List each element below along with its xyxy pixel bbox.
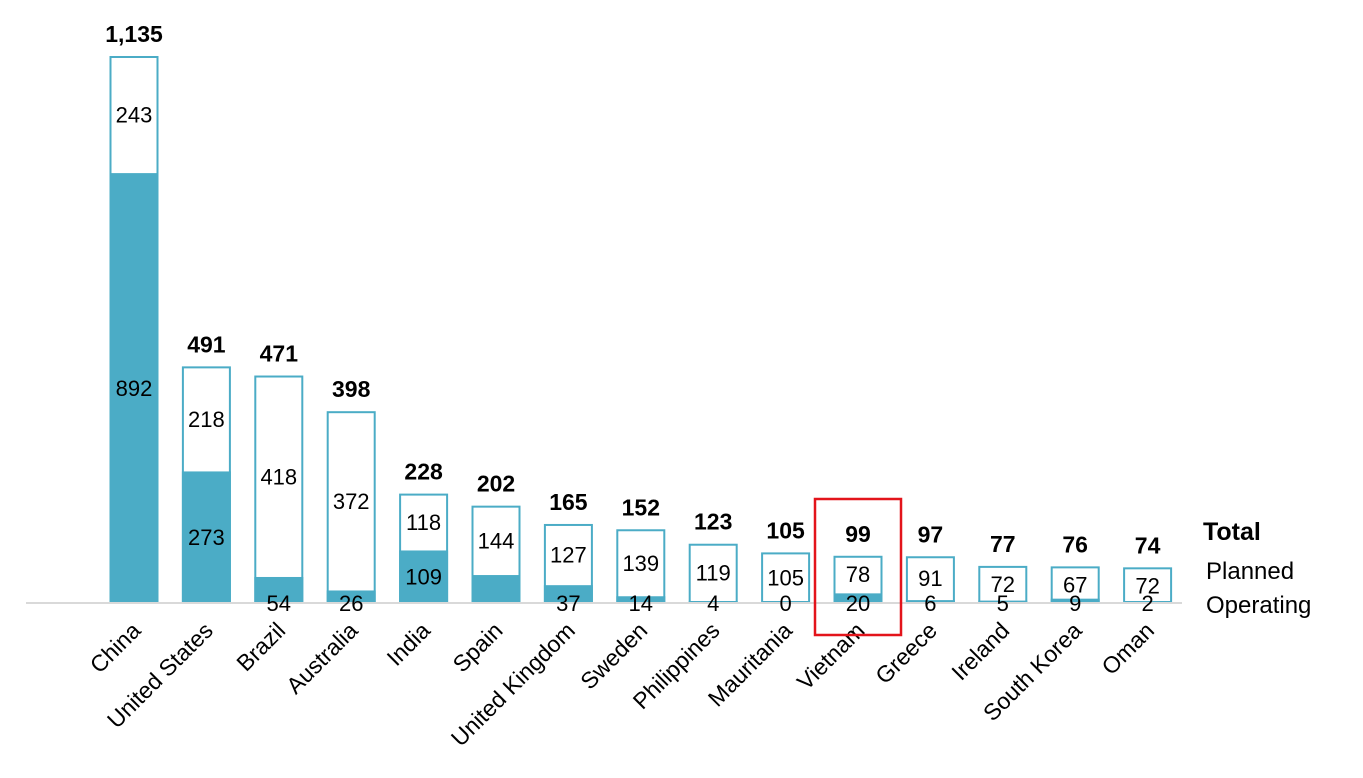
bar-operating-4 xyxy=(399,550,449,603)
planned-label-11: 91 xyxy=(918,566,942,591)
category-label-10: Vietnam xyxy=(792,617,870,695)
bar-planned-2 xyxy=(254,375,304,603)
total-label-13: 76 xyxy=(1062,531,1088,557)
bar-operating-7 xyxy=(616,596,666,603)
operating-label-1: 273 xyxy=(188,525,225,550)
bar-operating-12 xyxy=(978,600,1028,603)
operating-label-11: 6 xyxy=(924,591,936,616)
planned-label-5: 144 xyxy=(478,528,515,553)
bar-planned-7 xyxy=(616,529,666,603)
bar-planned-8 xyxy=(688,543,738,603)
total-label-6: 165 xyxy=(549,489,588,515)
operating-label-12: 5 xyxy=(997,591,1009,616)
planned-label-12: 72 xyxy=(991,572,1015,597)
total-label-9: 105 xyxy=(766,517,805,543)
planned-label-9: 105 xyxy=(767,566,804,591)
legend: Total Planned Operating xyxy=(1203,518,1311,619)
total-label-10: 99 xyxy=(845,521,871,547)
operating-label-14: 2 xyxy=(1141,591,1153,616)
planned-label-1: 218 xyxy=(188,407,225,432)
operating-label-10: 20 xyxy=(846,591,870,616)
bar-planned-12 xyxy=(978,565,1028,603)
total-label-5: 202 xyxy=(477,471,515,497)
category-label-6: United Kingdom xyxy=(446,617,580,751)
legend-operating: Operating xyxy=(1206,592,1311,619)
highlight-box xyxy=(813,497,903,637)
bars-group xyxy=(109,56,1173,604)
legend-total: Total xyxy=(1203,518,1261,546)
category-label-3: Australia xyxy=(281,617,363,699)
bar-operating-10 xyxy=(833,593,883,603)
planned-label-6: 127 xyxy=(550,543,587,568)
operating-label-4: 109 xyxy=(405,565,442,590)
total-label-14: 74 xyxy=(1135,532,1161,558)
operating-label-13: 9 xyxy=(1069,591,1081,616)
operating-label-8: 4 xyxy=(707,591,719,616)
planned-label-4: 118 xyxy=(406,510,441,535)
planned-label-14: 72 xyxy=(1135,573,1159,598)
bar-operating-11 xyxy=(905,600,955,603)
category-label-14: Oman xyxy=(1096,617,1159,680)
bar-operating-2 xyxy=(254,576,304,603)
category-label-11: Greece xyxy=(870,617,942,689)
bar-operating-0 xyxy=(109,173,159,603)
planned-label-2: 418 xyxy=(260,464,297,489)
operating-label-7: 14 xyxy=(629,591,653,616)
bar-planned-14 xyxy=(1123,567,1173,603)
total-label-11: 97 xyxy=(918,521,944,547)
operating-label-9: 0 xyxy=(779,591,791,616)
bar-operating-13 xyxy=(1050,598,1100,603)
total-label-7: 152 xyxy=(622,494,660,520)
operating-label-3: 26 xyxy=(339,591,363,616)
category-label-2: Brazil xyxy=(231,617,290,676)
bar-operating-3 xyxy=(326,590,376,603)
bar-operating-6 xyxy=(543,585,593,603)
operating-label-6: 37 xyxy=(556,591,580,616)
total-label-1: 491 xyxy=(187,331,226,357)
total-label-3: 398 xyxy=(332,376,371,402)
planned-label-3: 372 xyxy=(333,489,370,514)
bar-operating-1 xyxy=(181,471,231,603)
category-label-0: China xyxy=(85,617,146,678)
category-label-4: India xyxy=(381,617,435,671)
legend-planned: Planned xyxy=(1206,558,1294,585)
bar-operating-5 xyxy=(471,575,521,603)
total-label-4: 228 xyxy=(404,459,443,485)
total-label-12: 77 xyxy=(990,531,1016,557)
category-label-5: Spain xyxy=(448,617,508,677)
total-label-0: 1,135 xyxy=(105,21,163,47)
operating-label-0: 892 xyxy=(116,376,153,401)
planned-label-8: 119 xyxy=(696,560,731,585)
planned-label-0: 243 xyxy=(116,103,153,128)
planned-label-7: 139 xyxy=(622,551,659,576)
planned-label-13: 67 xyxy=(1063,572,1087,597)
total-label-8: 123 xyxy=(694,509,732,535)
operating-label-2: 54 xyxy=(267,591,291,616)
total-label-2: 471 xyxy=(260,341,299,367)
planned-label-10: 78 xyxy=(846,562,870,587)
category-label-12: Ireland xyxy=(946,617,1014,685)
bar-planned-13 xyxy=(1050,566,1100,603)
